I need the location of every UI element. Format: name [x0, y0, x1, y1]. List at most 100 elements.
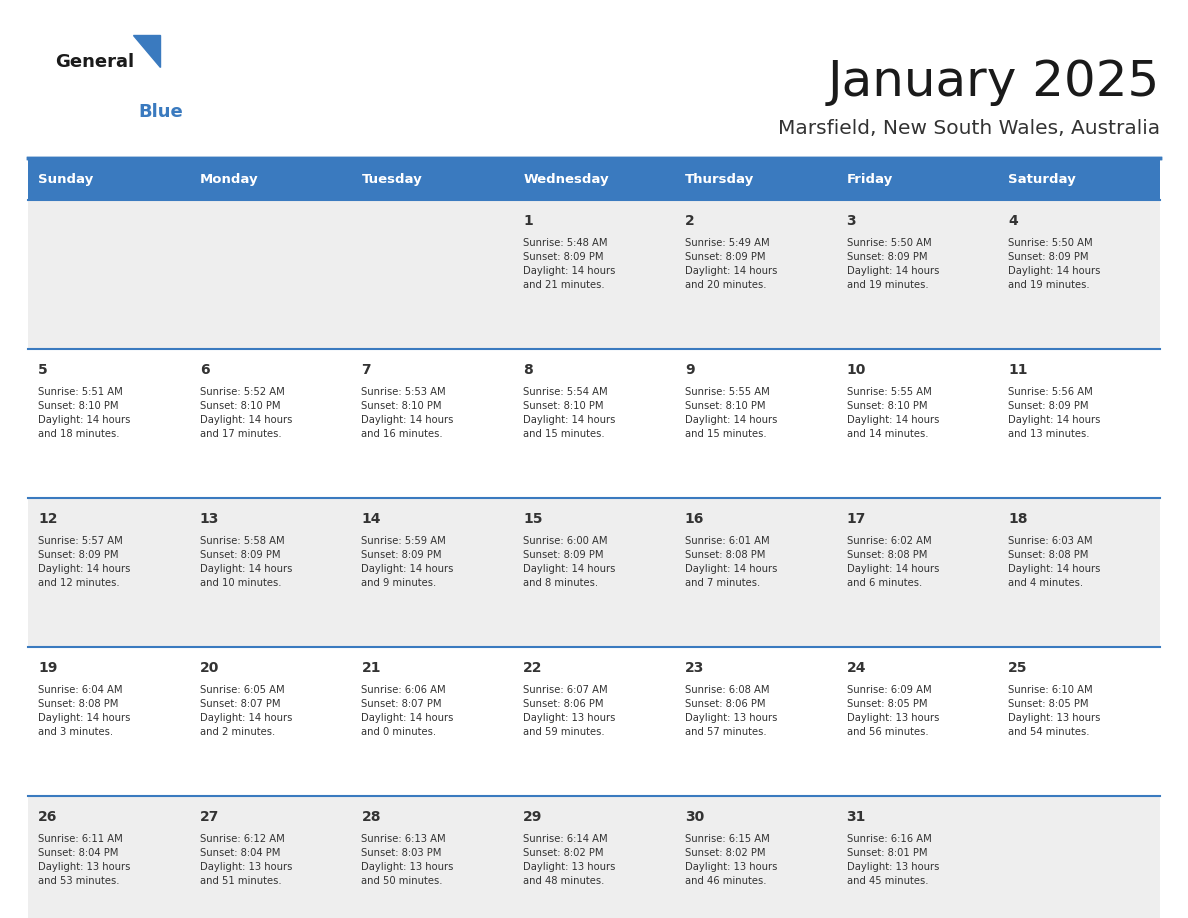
Bar [836, 349, 998, 498]
Text: 24: 24 [847, 661, 866, 675]
Bar [190, 796, 352, 918]
Text: 14: 14 [361, 512, 381, 526]
Text: 12: 12 [38, 512, 57, 526]
Bar [352, 349, 513, 498]
Text: Monday: Monday [200, 173, 258, 185]
Bar [190, 498, 352, 647]
Text: 29: 29 [523, 810, 543, 824]
Text: Sunrise: 6:07 AM
Sunset: 8:06 PM
Daylight: 13 hours
and 59 minutes.: Sunrise: 6:07 AM Sunset: 8:06 PM Dayligh… [523, 685, 615, 737]
Bar [513, 647, 675, 796]
Text: Sunrise: 6:06 AM
Sunset: 8:07 PM
Daylight: 14 hours
and 0 minutes.: Sunrise: 6:06 AM Sunset: 8:07 PM Dayligh… [361, 685, 454, 737]
Text: Sunrise: 6:09 AM
Sunset: 8:05 PM
Daylight: 13 hours
and 56 minutes.: Sunrise: 6:09 AM Sunset: 8:05 PM Dayligh… [847, 685, 939, 737]
Bar [352, 647, 513, 796]
Text: 2: 2 [684, 214, 695, 228]
Bar [998, 158, 1159, 200]
Text: 3: 3 [847, 214, 857, 228]
Text: Saturday: Saturday [1009, 173, 1076, 185]
Text: 6: 6 [200, 363, 209, 377]
Bar [998, 796, 1159, 918]
Bar [352, 158, 513, 200]
Bar [29, 158, 190, 200]
Text: Sunrise: 5:52 AM
Sunset: 8:10 PM
Daylight: 14 hours
and 17 minutes.: Sunrise: 5:52 AM Sunset: 8:10 PM Dayligh… [200, 387, 292, 439]
Text: Sunrise: 6:00 AM
Sunset: 8:09 PM
Daylight: 14 hours
and 8 minutes.: Sunrise: 6:00 AM Sunset: 8:09 PM Dayligh… [523, 536, 615, 588]
Text: 27: 27 [200, 810, 219, 824]
Text: Sunrise: 5:55 AM
Sunset: 8:10 PM
Daylight: 14 hours
and 14 minutes.: Sunrise: 5:55 AM Sunset: 8:10 PM Dayligh… [847, 387, 939, 439]
Bar [836, 498, 998, 647]
Text: Sunrise: 6:15 AM
Sunset: 8:02 PM
Daylight: 13 hours
and 46 minutes.: Sunrise: 6:15 AM Sunset: 8:02 PM Dayligh… [684, 834, 777, 886]
Text: 8: 8 [523, 363, 533, 377]
Text: 13: 13 [200, 512, 219, 526]
Bar [998, 349, 1159, 498]
Text: Sunrise: 6:16 AM
Sunset: 8:01 PM
Daylight: 13 hours
and 45 minutes.: Sunrise: 6:16 AM Sunset: 8:01 PM Dayligh… [847, 834, 939, 886]
Text: Sunday: Sunday [38, 173, 93, 185]
Text: 10: 10 [847, 363, 866, 377]
Bar [998, 200, 1159, 349]
Bar [352, 200, 513, 349]
Text: Sunrise: 5:57 AM
Sunset: 8:09 PM
Daylight: 14 hours
and 12 minutes.: Sunrise: 5:57 AM Sunset: 8:09 PM Dayligh… [38, 536, 131, 588]
Text: Sunrise: 6:08 AM
Sunset: 8:06 PM
Daylight: 13 hours
and 57 minutes.: Sunrise: 6:08 AM Sunset: 8:06 PM Dayligh… [684, 685, 777, 737]
Text: Sunrise: 5:58 AM
Sunset: 8:09 PM
Daylight: 14 hours
and 10 minutes.: Sunrise: 5:58 AM Sunset: 8:09 PM Dayligh… [200, 536, 292, 588]
Text: Sunrise: 6:13 AM
Sunset: 8:03 PM
Daylight: 13 hours
and 50 minutes.: Sunrise: 6:13 AM Sunset: 8:03 PM Dayligh… [361, 834, 454, 886]
Text: Sunrise: 6:01 AM
Sunset: 8:08 PM
Daylight: 14 hours
and 7 minutes.: Sunrise: 6:01 AM Sunset: 8:08 PM Dayligh… [684, 536, 777, 588]
Bar [190, 158, 352, 200]
Bar [836, 158, 998, 200]
Text: Sunrise: 6:11 AM
Sunset: 8:04 PM
Daylight: 13 hours
and 53 minutes.: Sunrise: 6:11 AM Sunset: 8:04 PM Dayligh… [38, 834, 131, 886]
Bar [29, 796, 190, 918]
Text: 5: 5 [38, 363, 48, 377]
Text: Sunrise: 6:04 AM
Sunset: 8:08 PM
Daylight: 14 hours
and 3 minutes.: Sunrise: 6:04 AM Sunset: 8:08 PM Dayligh… [38, 685, 131, 737]
Bar [513, 349, 675, 498]
Bar [675, 158, 836, 200]
Text: 26: 26 [38, 810, 57, 824]
Text: 23: 23 [684, 661, 704, 675]
Text: Sunrise: 5:50 AM
Sunset: 8:09 PM
Daylight: 14 hours
and 19 minutes.: Sunrise: 5:50 AM Sunset: 8:09 PM Dayligh… [1009, 238, 1100, 290]
Text: Sunrise: 6:02 AM
Sunset: 8:08 PM
Daylight: 14 hours
and 6 minutes.: Sunrise: 6:02 AM Sunset: 8:08 PM Dayligh… [847, 536, 939, 588]
Text: 4: 4 [1009, 214, 1018, 228]
Bar [513, 796, 675, 918]
Text: 28: 28 [361, 810, 381, 824]
Bar [190, 647, 352, 796]
Text: 17: 17 [847, 512, 866, 526]
Bar [513, 200, 675, 349]
Text: Sunrise: 6:05 AM
Sunset: 8:07 PM
Daylight: 14 hours
and 2 minutes.: Sunrise: 6:05 AM Sunset: 8:07 PM Dayligh… [200, 685, 292, 737]
Bar [675, 200, 836, 349]
Bar [352, 498, 513, 647]
Bar [836, 200, 998, 349]
Bar [675, 796, 836, 918]
Text: 22: 22 [523, 661, 543, 675]
Text: Sunrise: 5:48 AM
Sunset: 8:09 PM
Daylight: 14 hours
and 21 minutes.: Sunrise: 5:48 AM Sunset: 8:09 PM Dayligh… [523, 238, 615, 290]
Text: Thursday: Thursday [684, 173, 754, 185]
Text: Sunrise: 5:50 AM
Sunset: 8:09 PM
Daylight: 14 hours
and 19 minutes.: Sunrise: 5:50 AM Sunset: 8:09 PM Dayligh… [847, 238, 939, 290]
Bar [675, 498, 836, 647]
Text: Sunrise: 6:14 AM
Sunset: 8:02 PM
Daylight: 13 hours
and 48 minutes.: Sunrise: 6:14 AM Sunset: 8:02 PM Dayligh… [523, 834, 615, 886]
Text: Sunrise: 6:10 AM
Sunset: 8:05 PM
Daylight: 13 hours
and 54 minutes.: Sunrise: 6:10 AM Sunset: 8:05 PM Dayligh… [1009, 685, 1100, 737]
Text: Sunrise: 6:03 AM
Sunset: 8:08 PM
Daylight: 14 hours
and 4 minutes.: Sunrise: 6:03 AM Sunset: 8:08 PM Dayligh… [1009, 536, 1100, 588]
Text: 9: 9 [684, 363, 695, 377]
Text: 20: 20 [200, 661, 219, 675]
Text: Tuesday: Tuesday [361, 173, 422, 185]
Text: Sunrise: 5:51 AM
Sunset: 8:10 PM
Daylight: 14 hours
and 18 minutes.: Sunrise: 5:51 AM Sunset: 8:10 PM Dayligh… [38, 387, 131, 439]
Polygon shape [133, 35, 160, 67]
Text: January 2025: January 2025 [828, 58, 1159, 106]
Text: Marsfield, New South Wales, Australia: Marsfield, New South Wales, Australia [778, 118, 1159, 138]
Bar [998, 498, 1159, 647]
Bar [29, 349, 190, 498]
Bar [29, 647, 190, 796]
Text: Sunrise: 5:53 AM
Sunset: 8:10 PM
Daylight: 14 hours
and 16 minutes.: Sunrise: 5:53 AM Sunset: 8:10 PM Dayligh… [361, 387, 454, 439]
Text: 19: 19 [38, 661, 57, 675]
Bar [836, 796, 998, 918]
Bar [513, 498, 675, 647]
Text: 11: 11 [1009, 363, 1028, 377]
Bar [675, 349, 836, 498]
Text: 16: 16 [684, 512, 704, 526]
Bar [513, 158, 675, 200]
Text: Sunrise: 5:54 AM
Sunset: 8:10 PM
Daylight: 14 hours
and 15 minutes.: Sunrise: 5:54 AM Sunset: 8:10 PM Dayligh… [523, 387, 615, 439]
Bar [836, 647, 998, 796]
Text: 31: 31 [847, 810, 866, 824]
Bar [190, 349, 352, 498]
Text: 25: 25 [1009, 661, 1028, 675]
Text: Wednesday: Wednesday [523, 173, 608, 185]
Text: Sunrise: 6:12 AM
Sunset: 8:04 PM
Daylight: 13 hours
and 51 minutes.: Sunrise: 6:12 AM Sunset: 8:04 PM Dayligh… [200, 834, 292, 886]
Bar [190, 200, 352, 349]
Text: 30: 30 [684, 810, 704, 824]
Text: 21: 21 [361, 661, 381, 675]
